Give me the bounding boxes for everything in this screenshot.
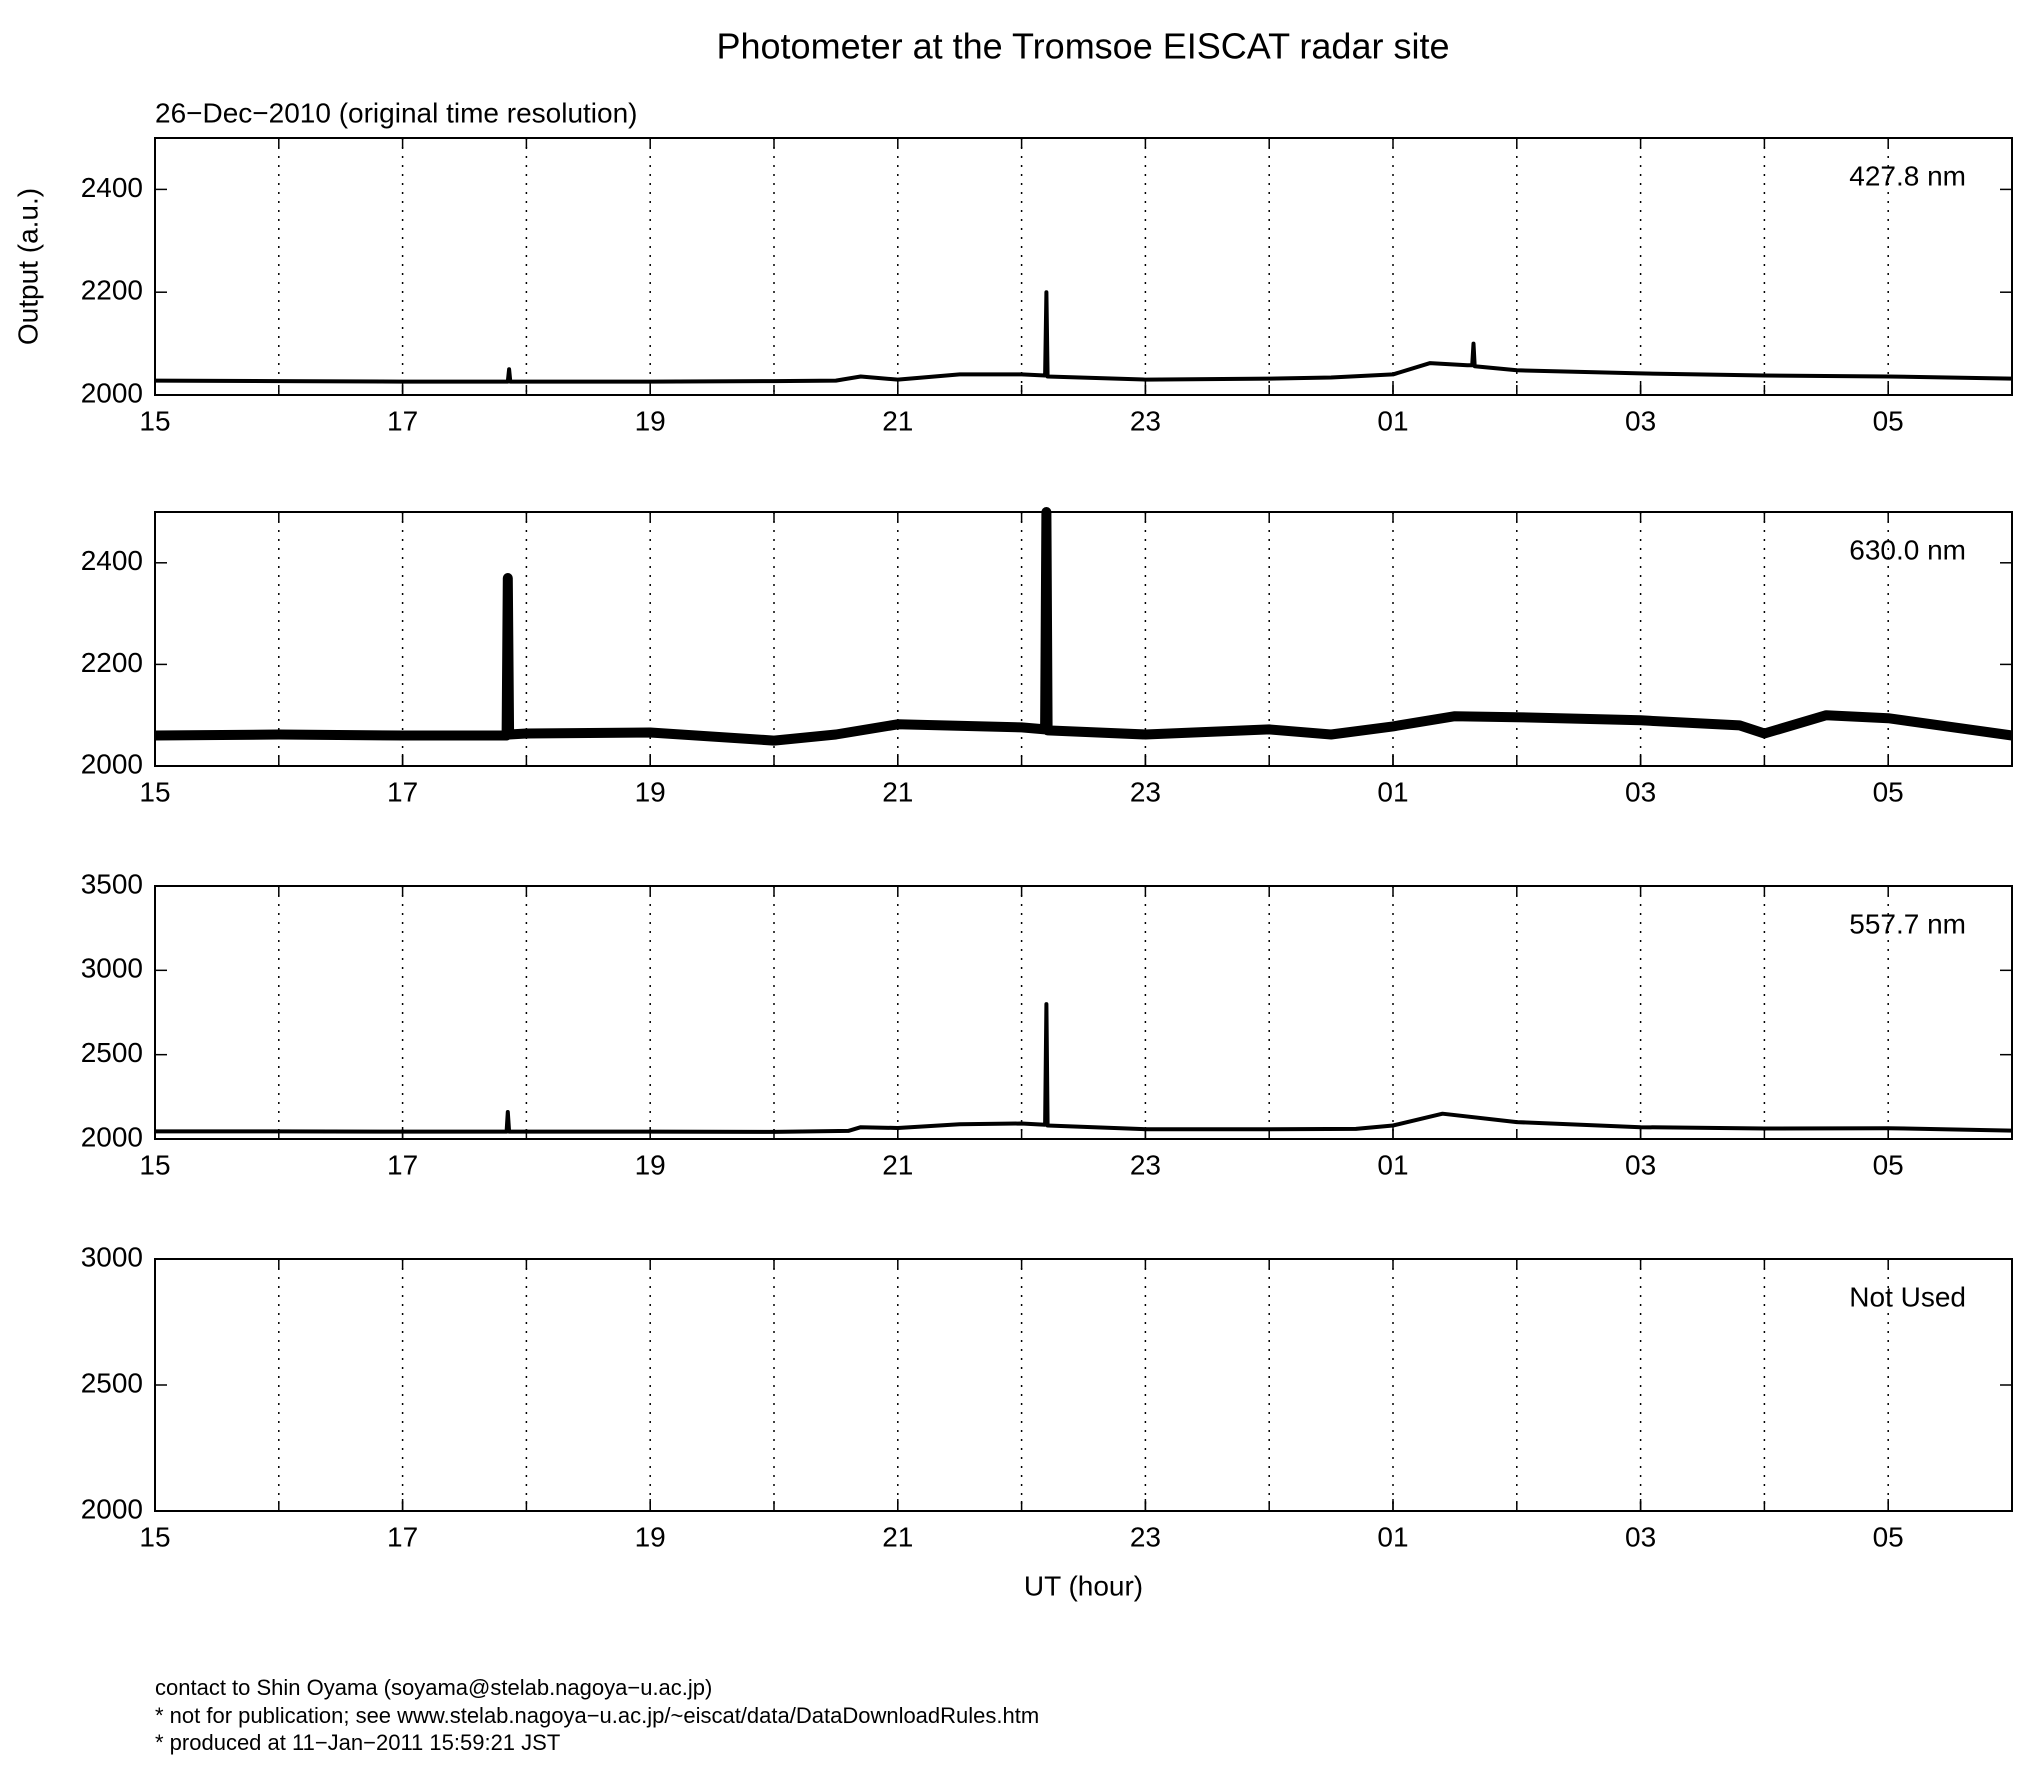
x-tick-label: 05 — [1873, 776, 1904, 807]
data-line — [154, 290, 2013, 384]
x-tick-label: 21 — [882, 1149, 913, 1180]
x-tick-label: 23 — [1130, 405, 1161, 436]
panel-label: 427.8 nm — [1849, 160, 1966, 191]
y-tick-label: 2000 — [81, 1121, 143, 1152]
subtitle: 26−Dec−2010 (original time resolution) — [155, 97, 638, 128]
y-tick-label: 2200 — [81, 275, 143, 306]
x-tick-label: 17 — [387, 1149, 418, 1180]
data-line — [154, 507, 2013, 746]
footer-line: * not for publication; see www.stelab.na… — [155, 1703, 1039, 1728]
footer-line: contact to Shin Oyama (soyama@stelab.nag… — [155, 1675, 712, 1700]
x-tick-label: 23 — [1130, 776, 1161, 807]
plot-frame — [154, 885, 2013, 1140]
x-tick-label: 17 — [387, 1521, 418, 1552]
x-tick-label: 23 — [1130, 1521, 1161, 1552]
x-tick-label: 15 — [139, 1521, 170, 1552]
x-tick-label: 17 — [387, 776, 418, 807]
x-tick-label: 03 — [1625, 1149, 1656, 1180]
y-tick-label: 3000 — [81, 953, 143, 984]
x-tick-label: 15 — [139, 405, 170, 436]
figure-title: Photometer at the Tromsoe EISCAT radar s… — [717, 26, 1450, 67]
plot-frame — [154, 511, 2013, 767]
y-axis-label: Output (a.u.) — [12, 188, 43, 345]
x-tick-label: 01 — [1377, 405, 1408, 436]
y-tick-label: 2400 — [81, 172, 143, 203]
x-tick-label: 05 — [1873, 1521, 1904, 1552]
x-axis-label: UT (hour) — [1024, 1570, 1143, 1601]
y-tick-label: 2000 — [81, 1493, 143, 1524]
x-tick-label: 21 — [882, 405, 913, 436]
x-tick-label: 19 — [635, 776, 666, 807]
x-tick-label: 21 — [882, 1521, 913, 1552]
panel-label: 630.0 nm — [1849, 534, 1966, 565]
y-tick-label: 2200 — [81, 647, 143, 678]
x-tick-label: 19 — [635, 1149, 666, 1180]
panel-label: 557.7 nm — [1849, 908, 1966, 939]
x-tick-label: 19 — [635, 1521, 666, 1552]
y-tick-label: 2500 — [81, 1037, 143, 1068]
x-tick-label: 15 — [139, 776, 170, 807]
x-tick-label: 05 — [1873, 405, 1904, 436]
footer-line: * produced at 11−Jan−2011 15:59:21 JST — [155, 1730, 560, 1755]
x-tick-label: 01 — [1377, 776, 1408, 807]
x-tick-label: 03 — [1625, 776, 1656, 807]
x-tick-label: 21 — [882, 776, 913, 807]
y-tick-label: 3000 — [81, 1241, 143, 1272]
y-tick-label: 3500 — [81, 868, 143, 899]
x-tick-label: 01 — [1377, 1149, 1408, 1180]
x-tick-label: 23 — [1130, 1149, 1161, 1180]
y-tick-label: 2500 — [81, 1367, 143, 1398]
plot-frame — [154, 1258, 2013, 1512]
y-tick-label: 2000 — [81, 377, 143, 408]
x-tick-label: 15 — [139, 1149, 170, 1180]
y-tick-label: 2400 — [81, 545, 143, 576]
x-tick-label: 19 — [635, 405, 666, 436]
x-tick-label: 05 — [1873, 1149, 1904, 1180]
plot-frame — [154, 137, 2013, 396]
x-tick-label: 17 — [387, 405, 418, 436]
data-line — [155, 1002, 2013, 1134]
panel-label: Not Used — [1849, 1281, 1966, 1312]
x-tick-label: 03 — [1625, 1521, 1656, 1552]
x-tick-label: 03 — [1625, 405, 1656, 436]
x-tick-label: 01 — [1377, 1521, 1408, 1552]
y-tick-label: 2000 — [81, 748, 143, 779]
